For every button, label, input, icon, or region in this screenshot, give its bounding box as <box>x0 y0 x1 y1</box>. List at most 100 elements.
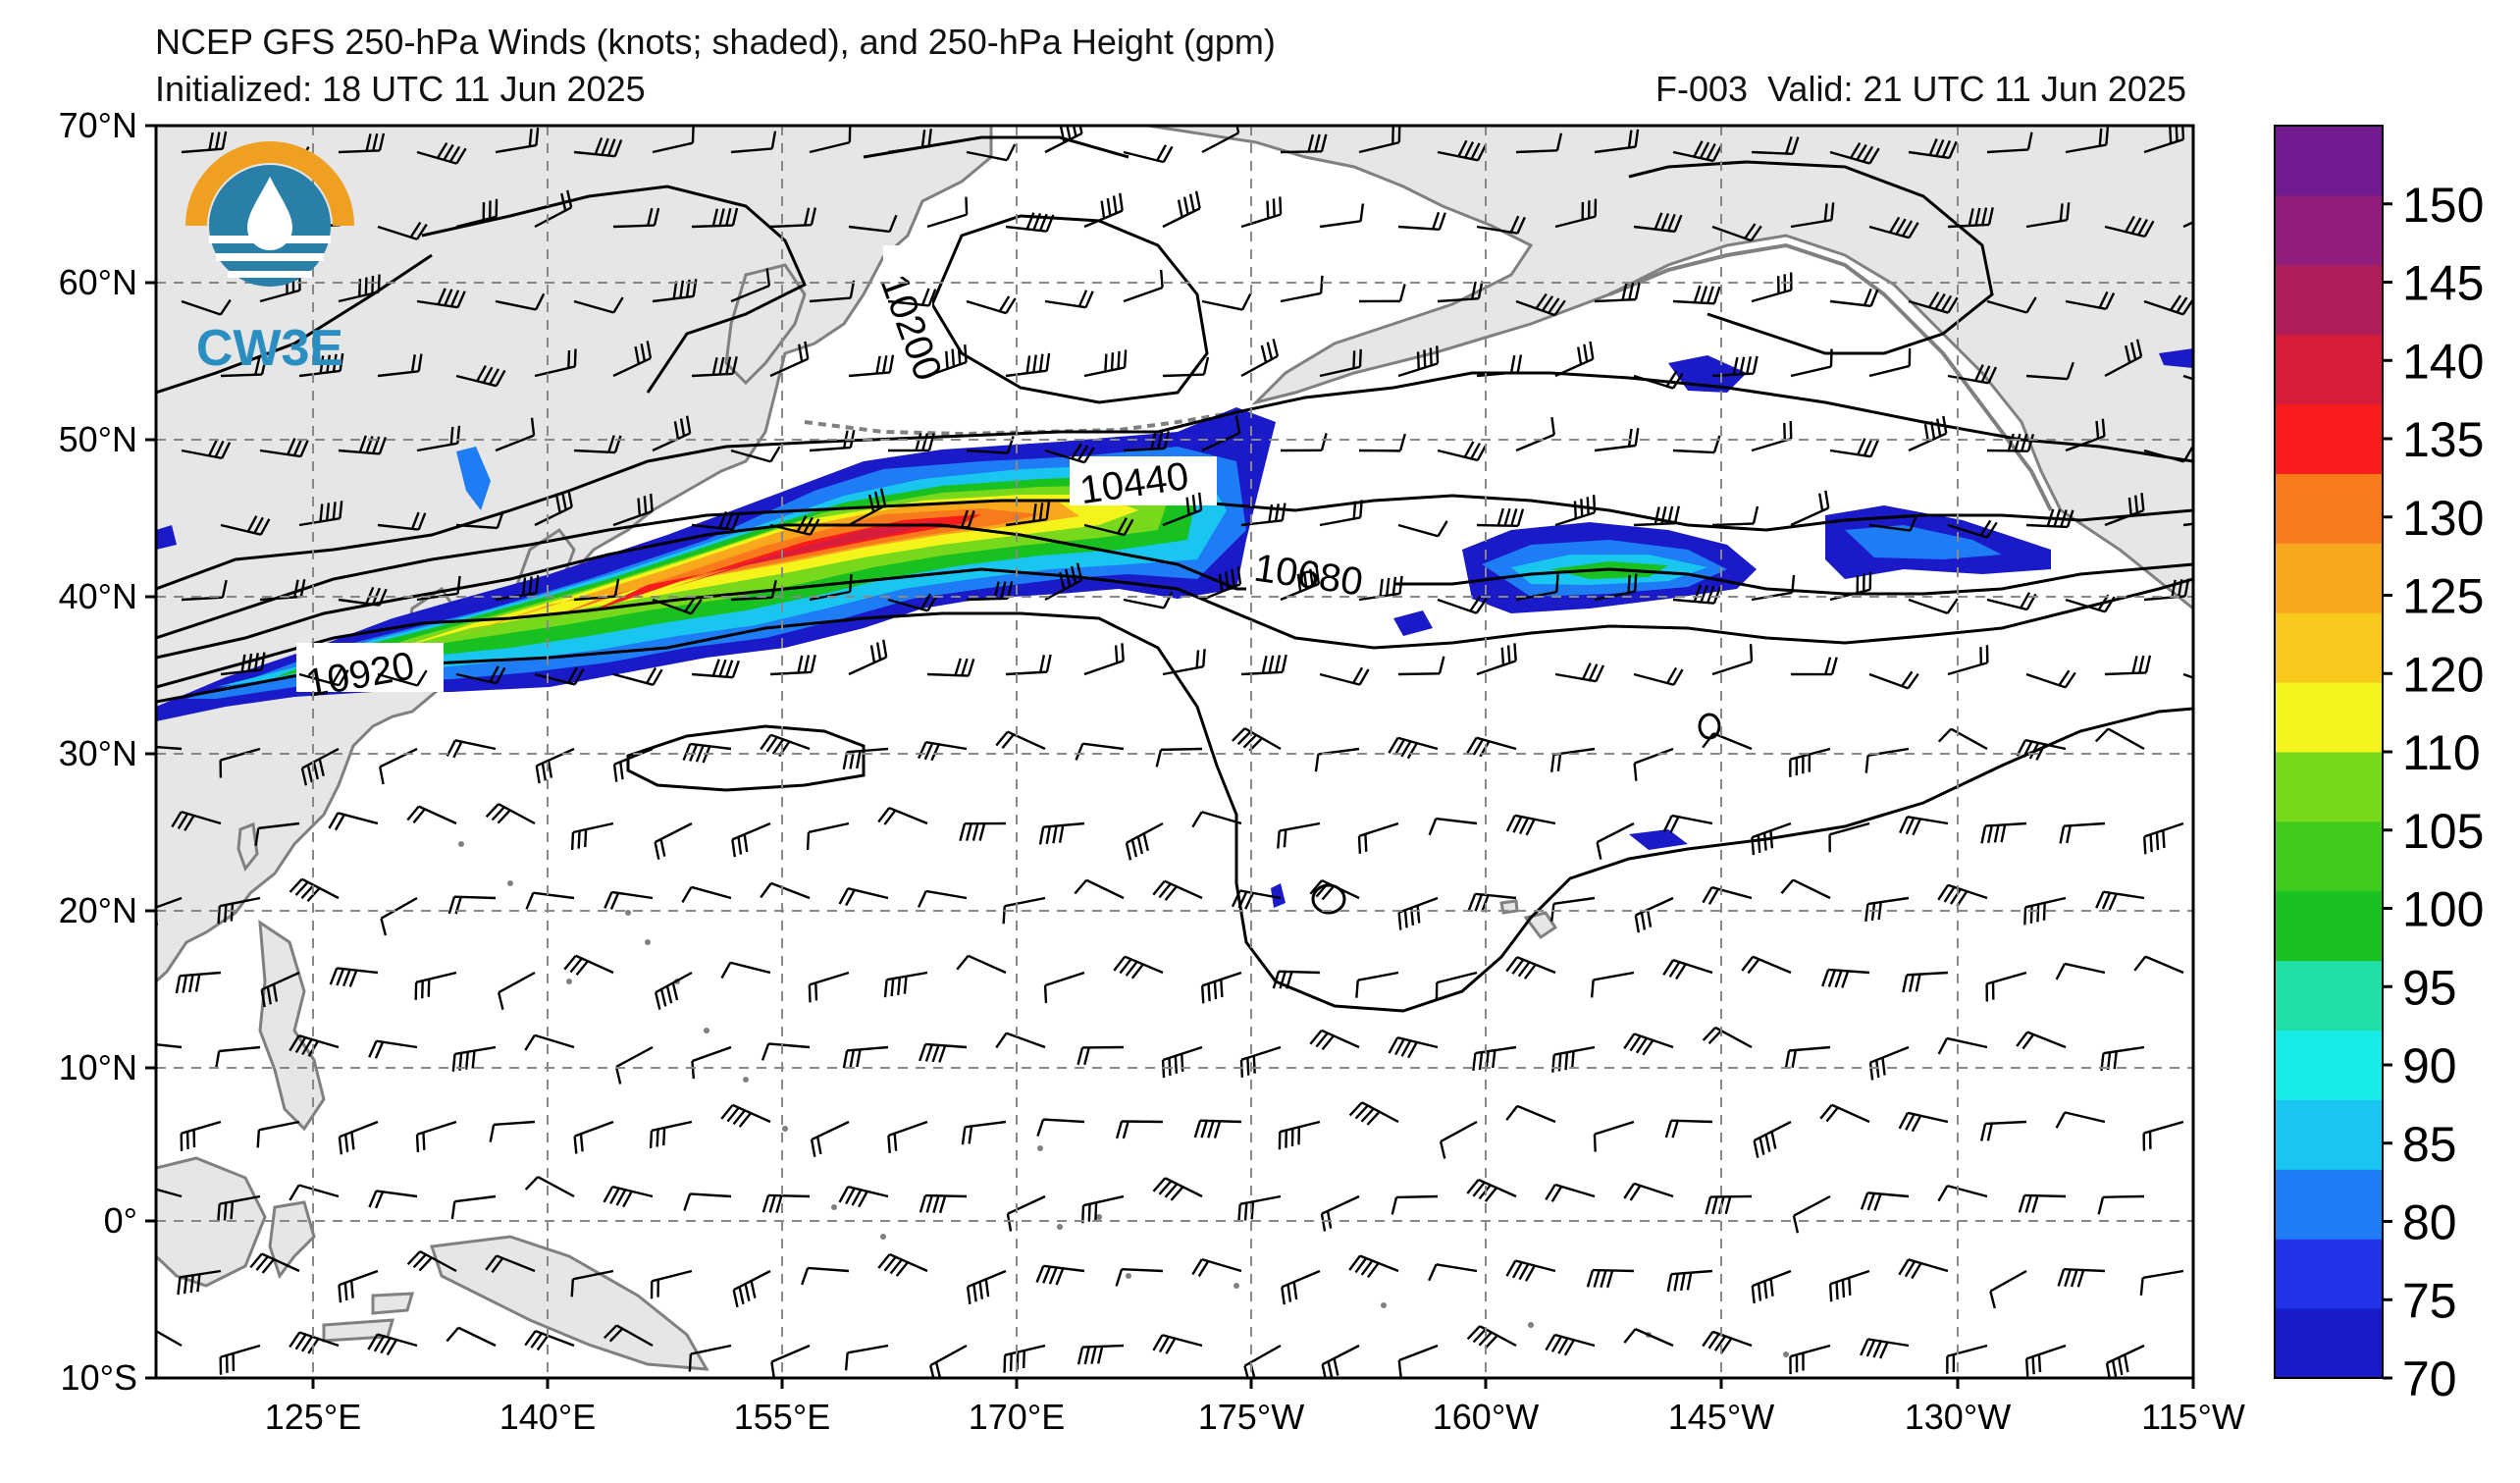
wind-barb-feather <box>1872 1341 1882 1358</box>
wind-barb-feather <box>2142 836 2147 855</box>
wind-barb-feather <box>1307 133 1315 152</box>
wind-barb-feather <box>1666 213 1676 232</box>
colorbar-swatch <box>2275 682 2383 753</box>
wind-barb-staff <box>2025 1344 2067 1360</box>
wind-barb-feather <box>1627 130 1633 148</box>
wind-barb-feather <box>1791 574 1796 593</box>
wind-barb-feather <box>1937 1185 1949 1202</box>
wind-barb-feather <box>1071 443 1082 459</box>
wind-barb-feather <box>1563 1339 1575 1356</box>
wind-barb-feather <box>1142 833 1149 852</box>
wind-barb-feather <box>897 977 902 995</box>
wind-barb-feather <box>2058 669 2071 686</box>
wind-barb-staff <box>1633 1182 1674 1198</box>
wind-barb-feather <box>2171 579 2177 598</box>
wind-barb-staff <box>966 150 1008 162</box>
wind-barb-feather <box>1783 422 1787 441</box>
wind-barb-feather <box>804 341 810 359</box>
wind-barb-feather <box>2169 126 2173 144</box>
wind-barb-feather <box>1593 1269 1601 1288</box>
wind-barb-feather <box>1769 830 1774 849</box>
wind-barb-feather <box>329 968 339 985</box>
wind-barb-feather <box>1165 1338 1177 1354</box>
wind-barb-staff <box>690 742 732 751</box>
wind-barb-staff <box>1082 1194 1125 1207</box>
wind-barb-feather <box>679 280 685 298</box>
wind-barb-feather <box>1066 126 1072 140</box>
wind-barb-staff <box>1985 821 2027 827</box>
colorbar-swatch <box>2275 1030 2383 1100</box>
wind-barb-staff <box>1868 364 1911 378</box>
wind-barb-staff <box>2103 890 2145 900</box>
wind-barb-feather <box>1769 1278 1774 1297</box>
wind-barb-staff <box>1201 583 1241 602</box>
lat-labels: 70°N 60°N 50°N 40°N 30°N 20°N 10°N 0° 10… <box>59 105 137 1398</box>
wind-barb-staff <box>2063 1268 2106 1273</box>
wind-barb-feather <box>372 132 379 151</box>
wind-barb-feather <box>961 658 969 676</box>
wind-barb-feather <box>1904 1260 1916 1278</box>
lat-label: 0° <box>104 1200 137 1241</box>
wind-barb-feather <box>1437 520 1448 537</box>
wind-barb-feather <box>1130 963 1144 980</box>
wind-barb-feather <box>725 356 732 375</box>
colorbar-swatch <box>2275 821 2383 892</box>
wind-barb-staff <box>1868 672 1909 690</box>
wind-barb-feather <box>1177 199 1183 218</box>
wind-barb-staff <box>1436 971 1478 984</box>
wind-barb-staff <box>1007 730 1046 751</box>
wind-barb-feather <box>266 986 272 1005</box>
wind-barb-feather <box>1863 439 1873 456</box>
wind-barb-feather <box>1106 197 1112 217</box>
wind-barb-staff <box>1239 1194 1282 1206</box>
wind-barb-feather <box>2095 420 2100 439</box>
wind-barb-feather <box>332 353 338 372</box>
wind-barb-staff <box>1554 357 1594 378</box>
wind-barb-staff <box>258 821 300 830</box>
wind-barb-staff <box>1947 223 1990 229</box>
wind-barb-feather <box>1908 974 1915 992</box>
wind-barb-feather <box>815 1136 822 1155</box>
wind-barb-staff <box>2025 374 2068 381</box>
wind-barb-feather <box>1720 1337 1733 1354</box>
wind-barb-feather <box>938 1044 947 1063</box>
wind-barb-staff <box>925 1042 968 1049</box>
wind-barb-feather <box>869 645 876 663</box>
wind-barb-feather <box>1348 1101 1363 1117</box>
wind-barb-feather <box>1035 1265 1045 1283</box>
wind-barb-staff <box>808 1266 850 1273</box>
wind-barb-feather <box>1699 141 1710 159</box>
wind-barb-staff <box>612 224 656 229</box>
wind-barb-staff <box>1123 447 1166 452</box>
wind-barb-feather <box>1252 1055 1256 1074</box>
lon-label: 175°W <box>1198 1397 1304 1437</box>
wind-barb-feather <box>452 741 463 759</box>
wind-barb-feather <box>1629 1034 1642 1052</box>
wind-barb-feather <box>2117 1356 2124 1376</box>
wind-barb-feather <box>567 666 579 684</box>
wind-barb-feather <box>1987 207 1994 226</box>
wind-barb-feather <box>1646 909 1653 927</box>
wind-barb-staff <box>455 523 498 530</box>
wind-barb-feather <box>525 892 535 910</box>
wind-barb-staff <box>1672 150 1714 163</box>
wind-barb-feather <box>410 354 416 373</box>
wind-barb-staff <box>769 357 809 378</box>
wind-barb-feather <box>1555 574 1559 593</box>
wind-barb-staff <box>1986 299 2027 314</box>
wind-barb-feather <box>801 1267 810 1286</box>
wind-barb-feather <box>682 743 692 762</box>
wind-barb-staff <box>156 1188 183 1198</box>
wind-barb-feather <box>921 433 929 451</box>
wind-barb-feather <box>867 494 875 512</box>
wind-barb-feather <box>761 1043 770 1061</box>
wind-barb-staff <box>611 890 654 900</box>
wind-barb-staff <box>338 149 381 154</box>
wind-barb-staff <box>809 971 850 986</box>
wind-barb-staff <box>847 747 889 754</box>
wind-barb-feather <box>1545 1184 1556 1200</box>
wind-barb-feather <box>2035 743 2046 761</box>
wind-barb-feather <box>364 277 368 295</box>
wind-barb-feather <box>2127 497 2132 516</box>
wind-barb-feather <box>770 580 777 599</box>
